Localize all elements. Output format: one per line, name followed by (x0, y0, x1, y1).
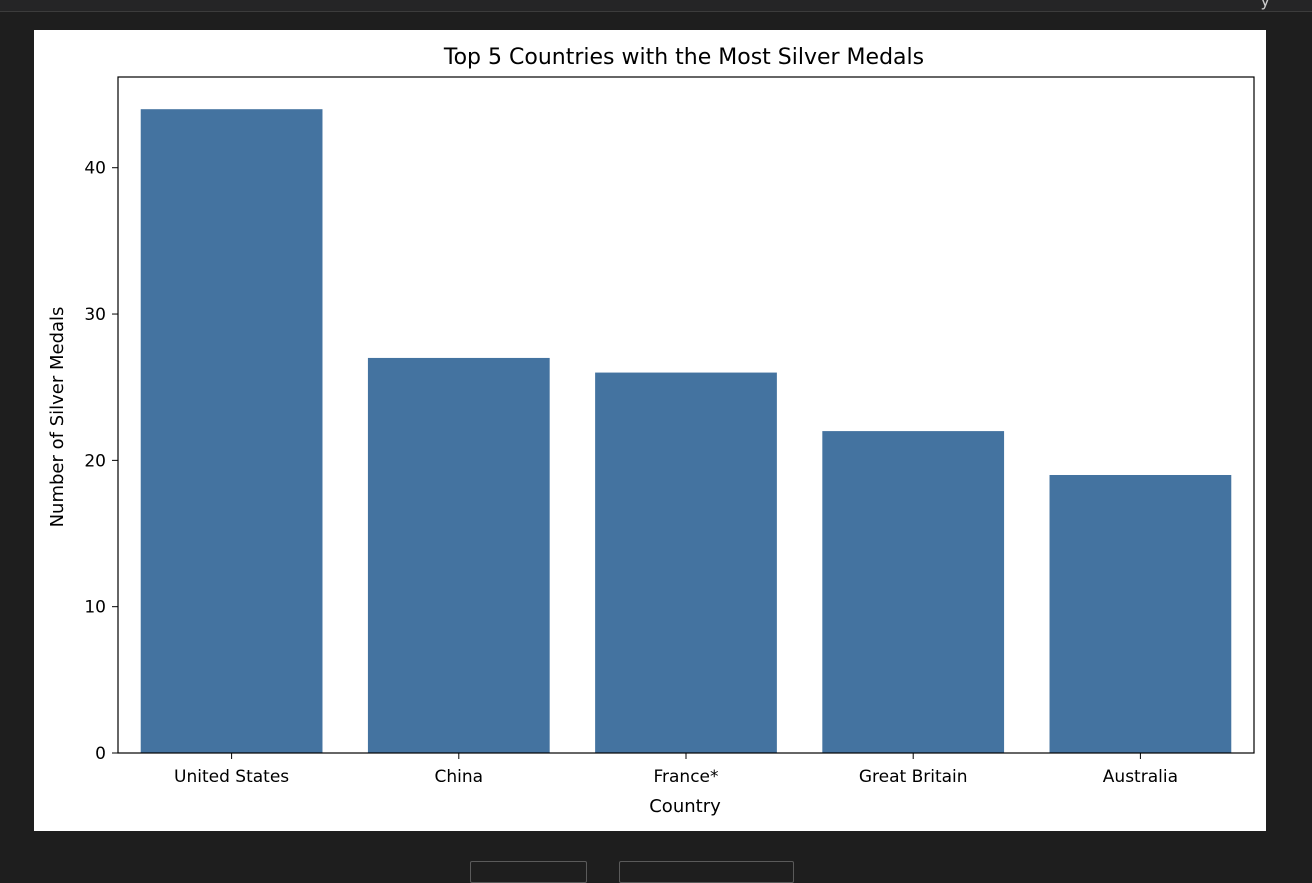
bar-france (595, 372, 777, 753)
y-tick-label: 30 (84, 305, 106, 325)
x-tick-label: Australia (1103, 767, 1178, 787)
x-tick-label: China (435, 767, 484, 787)
bar-china (367, 357, 550, 753)
toolbar-glyph: y (1260, 0, 1270, 10)
bar-great-britain (822, 431, 1005, 753)
bar-australia (1049, 474, 1232, 753)
plot-frame (117, 76, 1255, 754)
cell-toolbar-button-left[interactable] (470, 861, 587, 883)
cell-toolbar-button-right[interactable] (619, 861, 794, 883)
top-toolbar-strip: y (0, 0, 1312, 12)
chart-figure: Top 5 Countries with the Most Silver Med… (34, 30, 1266, 831)
y-axis-label: Number of Silver Medals (47, 307, 68, 528)
bar-united-states (140, 109, 323, 753)
x-axis-label: Country (649, 796, 721, 817)
bar-chart: Top 5 Countries with the Most Silver Med… (47, 45, 1255, 817)
x-tick-label: Great Britain (859, 767, 968, 787)
y-tick-label: 0 (95, 744, 106, 764)
chart-title: Top 5 Countries with the Most Silver Med… (443, 45, 924, 70)
ticks-layer: United States China France* Great Britain Au… (84, 159, 1178, 787)
x-tick-label: France* (653, 767, 718, 787)
y-tick-label: 10 (84, 598, 106, 618)
bars-layer (140, 109, 1232, 753)
y-tick-label: 20 (84, 451, 106, 471)
y-tick-label: 40 (84, 159, 106, 179)
x-tick-label: United States (174, 767, 289, 787)
